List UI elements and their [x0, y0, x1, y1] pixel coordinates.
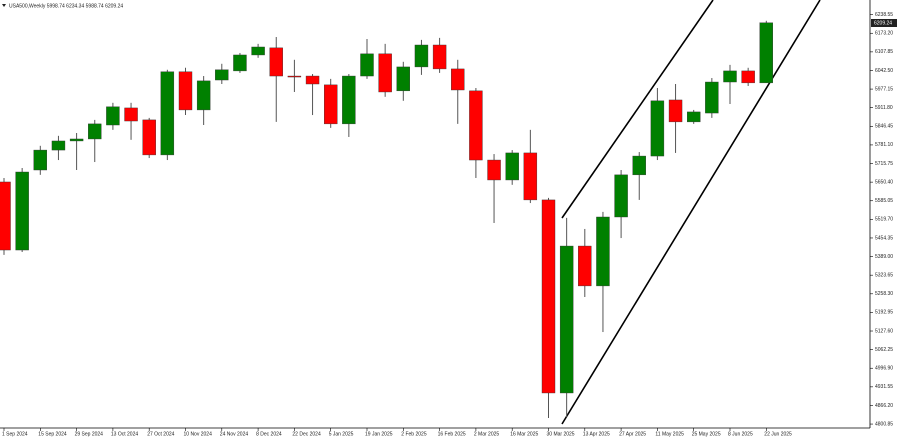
candle-body: [505, 152, 519, 181]
y-tick-label: 6238.55: [875, 12, 893, 18]
candle-body: [378, 53, 392, 93]
x-tick-label: 5 Jan 2025: [329, 431, 354, 437]
candle-body: [723, 70, 737, 83]
x-tick-label: 25 May 2025: [692, 431, 721, 437]
candle-body: [69, 138, 84, 142]
x-tick-label: 8 Dec 2024: [256, 431, 282, 437]
y-tick-label: 5127.60: [875, 328, 893, 334]
x-tick-label: 11 May 2025: [655, 431, 684, 437]
y-tick-label: 5977.15: [875, 86, 893, 92]
candle-body: [287, 75, 302, 78]
x-tick-label: 1 Sep 2024: [2, 431, 28, 437]
x-tick-label: 2 Mar 2025: [474, 431, 500, 437]
x-tick-label: 22 Jun 2025: [764, 431, 792, 437]
y-tick-label: 5781.10: [875, 142, 893, 148]
candle-body: [178, 71, 193, 111]
candle-body: [51, 140, 66, 151]
candle-body: [106, 106, 120, 126]
candle-body: [741, 70, 755, 84]
y-tick-label: 5519.70: [875, 217, 893, 223]
y-tick-label: 5062.25: [875, 347, 893, 353]
x-tick-label: 29 Sep 2024: [75, 431, 104, 437]
candle-body: [251, 46, 265, 56]
candle-body: [160, 71, 175, 156]
y-tick-label: 4996.90: [875, 366, 893, 372]
last-price-label: 6209.24: [874, 20, 892, 26]
y-tick-label: 5911.80: [875, 105, 893, 111]
candle-body: [759, 22, 773, 84]
x-tick-label: 10 Nov 2024: [184, 431, 213, 437]
candle-body: [687, 111, 701, 123]
candle-body: [614, 174, 628, 218]
candle-body: [305, 75, 320, 85]
collapse-icon[interactable]: [2, 4, 6, 7]
candle-body: [342, 75, 356, 125]
x-tick-label: 15 Sep 2024: [38, 431, 67, 437]
y-tick-label: 6042.50: [875, 68, 893, 74]
y-tick-label: 5192.95: [875, 310, 893, 316]
y-tick-label: 6107.85: [875, 49, 893, 55]
candle-body: [596, 216, 610, 287]
candle-body: [324, 84, 338, 125]
x-tick-label: 13 Oct 2024: [111, 431, 138, 437]
candle-body: [33, 149, 47, 171]
candle-body: [523, 152, 538, 201]
y-tick-label: 6173.20: [875, 31, 893, 37]
candle-body: [559, 245, 574, 394]
y-tick-label: 5323.65: [875, 273, 893, 279]
candle-body: [215, 69, 229, 81]
candle-body: [487, 159, 501, 181]
candle-body: [196, 80, 211, 111]
candle-body: [0, 181, 11, 251]
candle-body: [469, 90, 483, 161]
x-tick-label: 30 Mar 2025: [547, 431, 575, 437]
x-tick-label: 16 Feb 2025: [438, 431, 466, 437]
y-tick-label: 5258.30: [875, 291, 893, 297]
y-tick-label: 4800.85: [875, 421, 893, 427]
x-tick-label: 27 Apr 2025: [619, 431, 646, 437]
x-tick-label: 24 Nov 2024: [220, 431, 249, 437]
candle-body: [15, 171, 29, 251]
last-price-box: [871, 18, 897, 27]
y-tick-label: 5715.75: [875, 161, 893, 167]
candle-body: [578, 245, 592, 287]
y-tick-label: 5650.40: [875, 179, 893, 185]
candle-body: [233, 54, 247, 72]
candle-body: [451, 68, 465, 91]
channel-lower-line: [561, 0, 821, 425]
y-tick-label: 5389.00: [875, 254, 893, 260]
x-tick-label: 27 Oct 2024: [147, 431, 174, 437]
candle-body: [705, 81, 719, 114]
candle-body: [432, 44, 447, 70]
candle-body: [269, 47, 283, 77]
chart-title: USA500,Weekly 5998.74 6234.34 5988.74 62…: [9, 3, 123, 9]
candle-body: [668, 99, 683, 123]
candle-body: [650, 100, 665, 157]
y-tick-label: 4866.20: [875, 403, 893, 409]
candle-body: [360, 53, 374, 77]
y-tick-label: 5585.05: [875, 198, 893, 204]
candle-body: [541, 199, 556, 394]
channel-upper-line: [561, 0, 714, 219]
candle-body: [88, 123, 102, 140]
x-tick-label: 8 Jun 2025: [728, 431, 753, 437]
x-tick-label: 13 Apr 2025: [583, 431, 610, 437]
candle-body: [124, 107, 138, 122]
x-tick-label: 22 Dec 2024: [292, 431, 321, 437]
y-tick-label: 5454.35: [875, 235, 893, 241]
x-tick-label: 19 Jan 2025: [365, 431, 393, 437]
candle-body: [632, 155, 646, 176]
x-tick-label: 2 Feb 2025: [401, 431, 427, 437]
candle-body: [142, 119, 156, 156]
y-tick-label: 5846.45: [875, 124, 893, 130]
candle-body: [414, 44, 429, 68]
candle-body: [396, 66, 410, 92]
y-tick-label: 4931.55: [875, 384, 893, 390]
x-tick-label: 16 Mar 2025: [510, 431, 538, 437]
